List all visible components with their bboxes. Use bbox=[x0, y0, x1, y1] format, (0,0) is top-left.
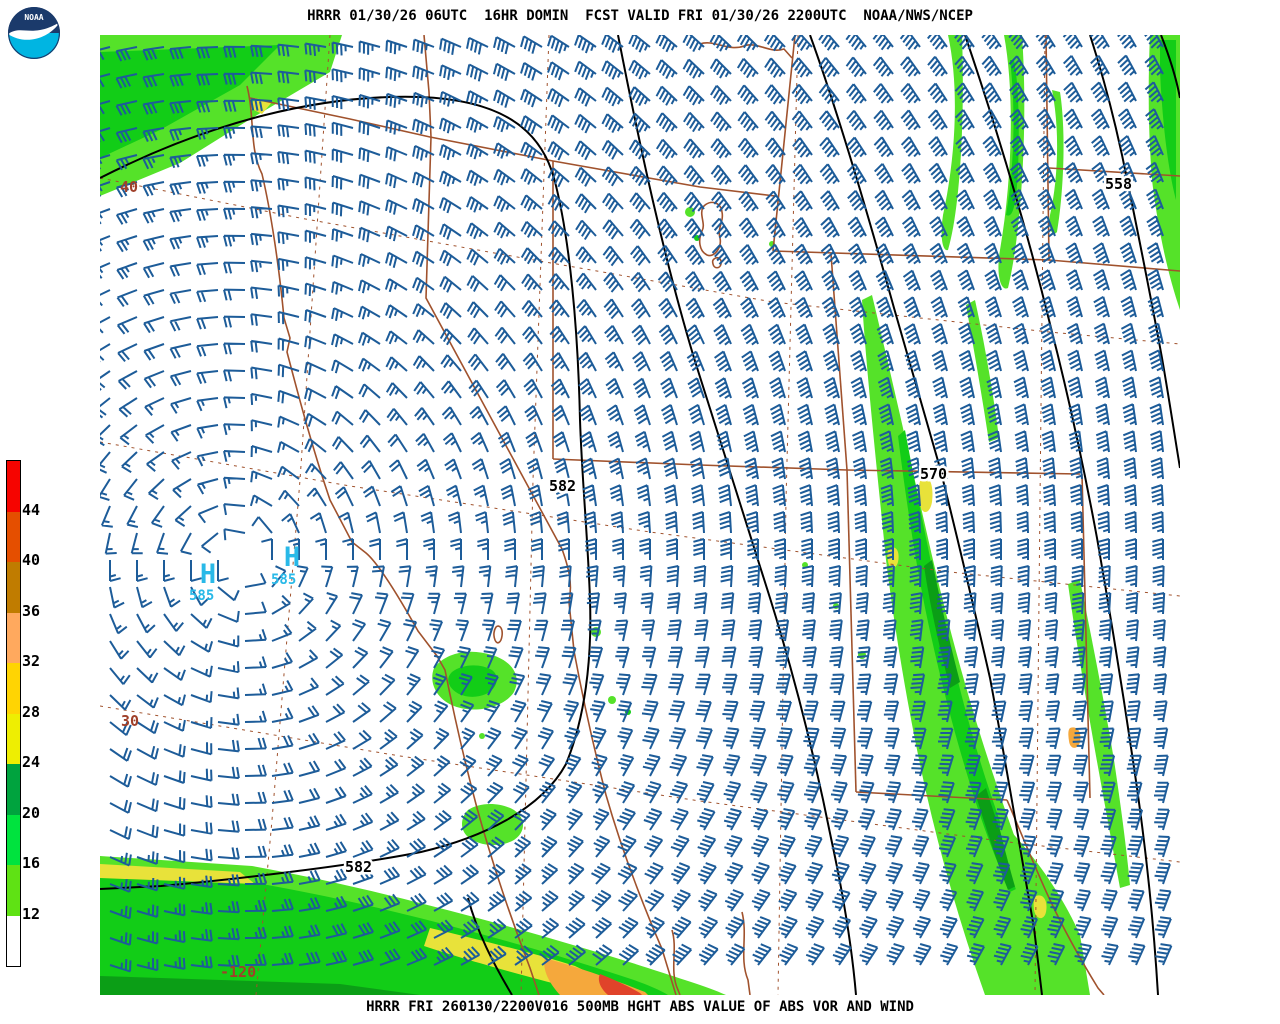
colorbar-label: 28 bbox=[22, 702, 41, 721]
high-symbol: H bbox=[200, 559, 216, 590]
border-line bbox=[671, 929, 681, 995]
bottom-title: HRRR FRI 260130/2200V016 500MB HGHT ABS … bbox=[366, 999, 914, 1015]
colorbar-segment bbox=[7, 814, 20, 865]
border-line bbox=[423, 35, 432, 138]
geo-label: 40 bbox=[120, 178, 138, 196]
colorbar-label: 24 bbox=[22, 753, 41, 771]
colorbar-segment bbox=[7, 865, 20, 916]
height-contour bbox=[467, 897, 513, 995]
high-label: 585 bbox=[189, 588, 214, 604]
colorbar-segment bbox=[7, 511, 20, 562]
height-contour bbox=[1160, 35, 1180, 99]
geo-label: 30 bbox=[121, 712, 139, 730]
colorbar-label: 32 bbox=[22, 652, 41, 670]
vorticity-colorbar bbox=[6, 460, 21, 967]
border-line bbox=[493, 625, 503, 644]
geo-label: -120 bbox=[220, 963, 256, 981]
border-line bbox=[741, 911, 751, 995]
border-line bbox=[573, 650, 677, 995]
colorbar-segment bbox=[7, 461, 20, 512]
border-line bbox=[1081, 473, 1091, 799]
logo-seabird-swoosh-icon bbox=[8, 22, 60, 40]
border-line bbox=[425, 136, 563, 550]
latlon-line bbox=[777, 35, 799, 995]
colorbar-label: 12 bbox=[22, 904, 41, 923]
top-title: HRRR 01/30/26 06UTC 16HR DOMIN FCST VALI… bbox=[307, 8, 973, 24]
border-line bbox=[855, 791, 1008, 801]
colorbar-segment bbox=[7, 764, 20, 815]
noaa-logo-svg: NOAA bbox=[8, 7, 60, 59]
colorbar-segment bbox=[7, 663, 20, 714]
height-contour bbox=[964, 35, 1159, 995]
colorbar-label: 20 bbox=[22, 803, 41, 822]
border-line bbox=[846, 469, 857, 793]
colorbar-segment bbox=[7, 562, 20, 613]
border-line bbox=[249, 97, 776, 197]
latlon-line bbox=[100, 177, 1180, 345]
border-line bbox=[772, 35, 796, 252]
colorbar-label: 44 bbox=[22, 500, 41, 519]
latlon-line bbox=[255, 35, 331, 995]
wind-barbs-layer bbox=[100, 35, 1173, 973]
high-symbol: H bbox=[284, 542, 300, 573]
colorbar-label: 36 bbox=[22, 601, 41, 620]
colorbar-label: 40 bbox=[22, 551, 41, 569]
contour-label: 570 bbox=[920, 465, 947, 483]
height-contour bbox=[100, 95, 592, 890]
high-label: 585 bbox=[271, 572, 296, 588]
contour-label: 582 bbox=[345, 858, 372, 876]
logo-noaa-text: NOAA bbox=[24, 13, 43, 22]
contour-label: 582 bbox=[549, 477, 576, 495]
noaa-logo: NOAA bbox=[6, 3, 62, 65]
colorbar-segment bbox=[7, 713, 20, 764]
latlon-line bbox=[1034, 35, 1046, 995]
colorbar-label: 16 bbox=[22, 854, 41, 872]
height-contour bbox=[1089, 35, 1180, 469]
latlon-line bbox=[100, 705, 1180, 863]
wind-barbs bbox=[100, 35, 1173, 973]
colorbar-segment bbox=[7, 612, 20, 663]
colorbar-segment bbox=[7, 915, 20, 966]
border-line bbox=[1006, 799, 1105, 995]
contour-label: 558 bbox=[1105, 175, 1132, 193]
